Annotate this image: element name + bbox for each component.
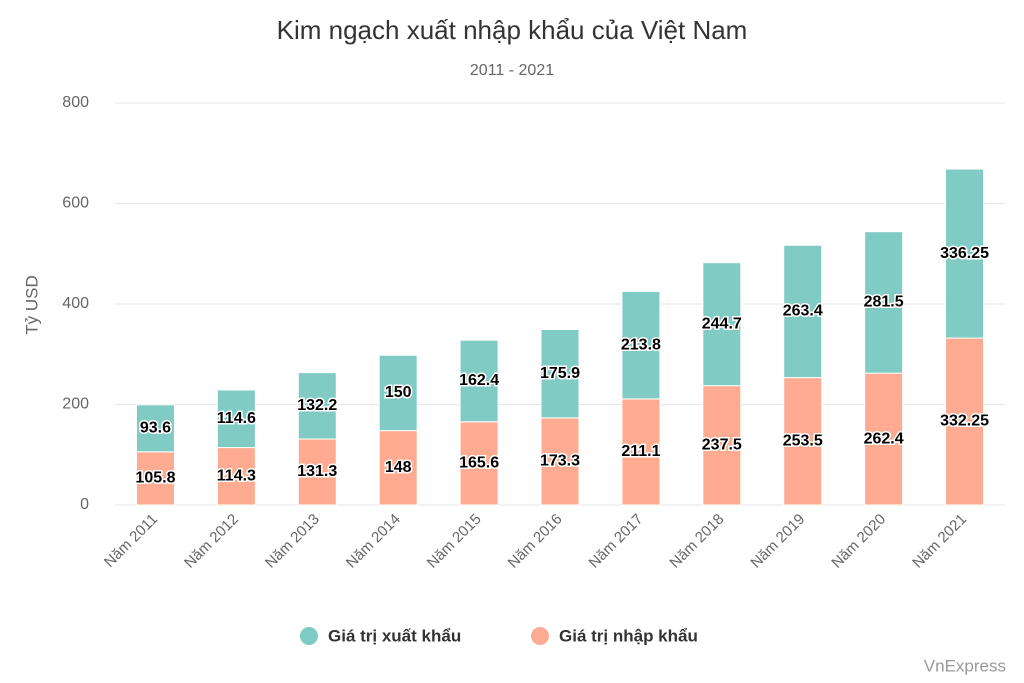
y-tick-label: 0 [80,496,89,513]
data-label: 165.6 [459,455,499,472]
data-label: 336.25 [940,245,989,262]
bar-segment [216,389,256,449]
y-tick-label: 400 [62,295,89,312]
bar-segment [135,404,175,453]
data-label: 148 [385,459,412,476]
bar-segment [540,417,580,506]
bar-segment [297,438,337,506]
data-label: 332.25 [940,413,989,430]
data-label: 105.8 [135,470,175,487]
chart-subtitle: 2011 - 2021 [470,62,554,79]
bar-segment [702,385,742,506]
data-label: 237.5 [702,437,742,454]
legend-marker [531,627,549,645]
data-label: 162.4 [459,372,499,389]
data-label: 114.3 [217,468,256,485]
data-label: 263.4 [783,303,823,320]
bar-segment [378,354,418,432]
bar-segment [864,231,904,374]
y-tick-label: 600 [62,195,89,212]
data-label: 262.4 [864,430,904,447]
legend-label: Giá trị nhập khẩu [559,626,698,645]
data-label: 253.5 [783,433,823,450]
data-label: 213.8 [621,336,661,353]
data-label: 173.3 [540,453,580,470]
y-tick-label: 800 [62,94,89,111]
bar-segment [945,168,985,339]
chart-title: Kim ngạch xuất nhập khẩu của Việt Nam [277,15,748,45]
bar-segment [540,329,580,419]
data-label: 131.3 [297,463,337,480]
bar-segment [216,447,256,506]
data-label: 150 [385,384,412,401]
data-label: 132.2 [297,397,337,414]
bar-segment [459,421,499,506]
y-axis-label: Tỷ USD [22,275,41,335]
bar-segment [378,430,418,506]
y-tick-label: 200 [62,396,89,413]
data-label: 244.7 [702,315,742,332]
bar-segment [783,244,823,379]
data-label: 114.6 [217,410,256,427]
credit: VnExpress [924,656,1006,675]
bar-segment [783,377,823,506]
data-label: 93.6 [140,420,171,437]
legend-marker [300,627,318,645]
bar-segment [459,339,499,423]
data-label: 175.9 [540,365,580,382]
data-label: 211.1 [621,443,660,460]
bar-segment [702,262,742,387]
bar-segment [621,290,661,400]
legend-label: Giá trị xuất khẩu [328,626,461,645]
bar-segment [297,372,337,440]
data-label: 281.5 [864,294,904,311]
bar-segment [135,451,175,506]
bar-segment [864,372,904,506]
bar-segment [621,398,661,506]
